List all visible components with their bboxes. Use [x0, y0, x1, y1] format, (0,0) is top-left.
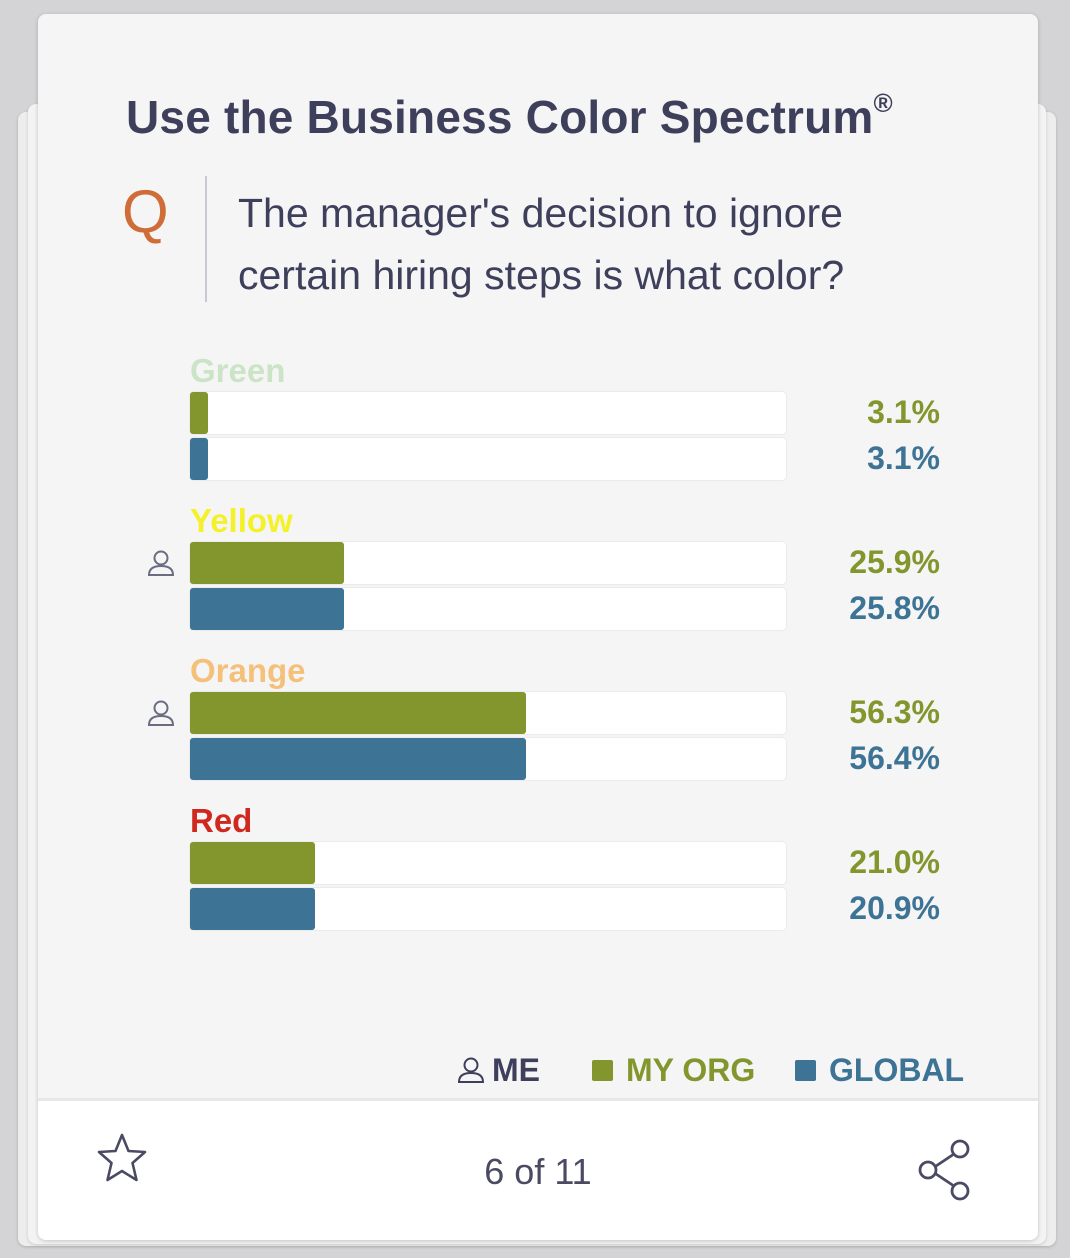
bar-track-red-global — [190, 888, 786, 930]
legend-my-org-label: MY ORG — [626, 1051, 756, 1088]
legend-me-label: ME — [492, 1051, 540, 1088]
bar-orange-global — [190, 738, 527, 780]
bar-yellow-my-org — [190, 542, 345, 584]
category-label-orange: Orange — [190, 652, 306, 689]
bar-green-global — [190, 438, 209, 480]
page-indicator: 6 of 11 — [484, 1151, 592, 1192]
question-text: The manager's decision to ignore certain… — [238, 190, 845, 298]
bar-green-my-org — [190, 392, 209, 434]
value-label-orange-global: 56.4% — [849, 740, 940, 776]
bar-track-yellow-global — [190, 588, 786, 630]
legend-global-swatch — [795, 1059, 816, 1081]
person-icon — [457, 1057, 485, 1083]
bar-red-my-org — [190, 842, 316, 884]
my-answer-person-icon — [147, 550, 175, 576]
legend-my-org-swatch — [592, 1059, 613, 1081]
card-footer: 6 of 11 — [38, 1098, 1038, 1240]
category-label-green: Green — [190, 352, 286, 389]
bar-orange-my-org — [190, 692, 526, 734]
star-outline-icon — [97, 1133, 147, 1182]
my-answer-person-icon — [147, 700, 175, 726]
bar-track-green-global — [190, 438, 786, 480]
value-label-green-my-org: 3.1% — [867, 394, 940, 430]
legend-my-org: MY ORG — [592, 1052, 755, 1088]
legend-global: GLOBAL — [795, 1052, 964, 1088]
question-card: Use the Business Color Spectrum® Q The m… — [38, 14, 1038, 1240]
value-label-yellow-global: 25.8% — [849, 590, 940, 626]
value-label-orange-my-org: 56.3% — [849, 694, 940, 730]
bar-track-orange-global — [190, 738, 786, 780]
bar-yellow-global — [190, 588, 344, 630]
value-label-green-global: 3.1% — [867, 440, 940, 476]
bar-track-yellow-my-org — [190, 542, 786, 584]
question-divider — [205, 176, 207, 302]
legend-global-label: GLOBAL — [829, 1051, 965, 1088]
legend-me: ME — [456, 1052, 540, 1088]
question-letter: Q — [122, 178, 169, 245]
favorite-button[interactable] — [92, 1129, 152, 1189]
category-label-yellow: Yellow — [190, 502, 293, 539]
category-label-red: Red — [190, 802, 253, 839]
share-button[interactable] — [914, 1137, 976, 1203]
value-label-red-global: 20.9% — [849, 890, 940, 926]
value-label-red-my-org: 21.0% — [849, 844, 940, 880]
value-label-yellow-my-org: 25.9% — [849, 544, 940, 580]
bar-track-green-my-org — [190, 392, 786, 434]
card-title-text: Use the Business Color Spectrum — [126, 91, 874, 143]
registered-mark: ® — [873, 88, 893, 118]
bar-track-red-my-org — [190, 842, 786, 884]
card-title: Use the Business Color Spectrum® — [126, 88, 893, 144]
share-icon — [918, 1139, 970, 1201]
bar-red-global — [190, 888, 315, 930]
bar-track-orange-my-org — [190, 692, 786, 734]
